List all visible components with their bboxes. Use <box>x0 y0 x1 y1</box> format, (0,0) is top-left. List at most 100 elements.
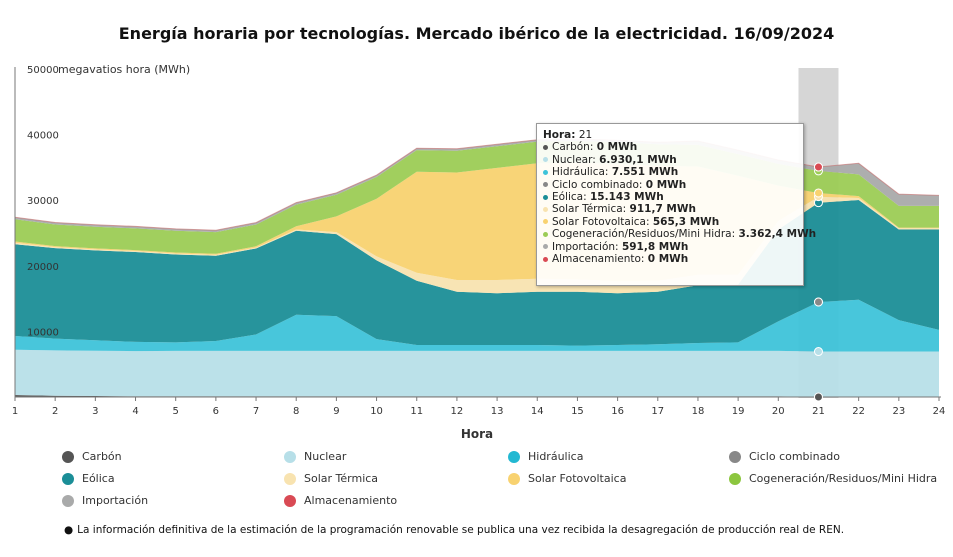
tooltip-row: Ciclo combinado: 0 MWh <box>543 179 797 191</box>
x-tick-label: 19 <box>732 406 745 417</box>
series-area-nuclear[interactable] <box>15 349 939 397</box>
legend-item[interactable]: Hidráulica <box>508 450 583 463</box>
legend-label: Cogeneración/Residuos/Mini Hidra <box>749 472 938 485</box>
legend-item[interactable]: Almacenamiento <box>284 494 397 507</box>
legend-swatch-icon <box>62 450 74 463</box>
series-area-cogeneracion-residuos-mini-hidra[interactable] <box>15 141 939 254</box>
hover-marker-ciclo-combinado <box>813 297 823 307</box>
tooltip-row: Cogeneración/Residuos/Mini Hidra: 3.362,… <box>543 228 816 241</box>
hover-marker-solar-fotovoltaica <box>813 188 823 198</box>
tooltip-bullet-icon <box>543 157 548 163</box>
tooltip-row: Solar Térmica: 911,7 MWh <box>543 203 797 215</box>
x-tick-label: 11 <box>410 406 423 417</box>
tooltip-bullet-icon <box>543 206 548 212</box>
legend-label: Eólica <box>82 472 115 485</box>
tooltip-row-value: 0 MWh <box>647 253 689 266</box>
tooltip-row: Almacenamiento: 0 MWh <box>543 253 797 265</box>
tooltip-row: Importación: 591,8 MWh <box>543 241 797 253</box>
tooltip-row-label: Solar Fotovoltaica: <box>552 215 653 228</box>
x-tick-label: 23 <box>892 406 905 417</box>
legend-swatch-icon <box>729 450 741 463</box>
legend-label: Solar Térmica <box>304 472 379 485</box>
legend-item[interactable]: Importación <box>62 494 148 507</box>
x-tick-label: 16 <box>611 406 624 417</box>
tooltip-row-label: Carbón: <box>552 141 597 154</box>
x-tick-label: 9 <box>333 406 339 417</box>
x-tick-label: 10 <box>370 406 383 417</box>
tooltip-bullet-icon <box>543 182 548 188</box>
x-axis-title: Hora <box>461 427 493 441</box>
tooltip-bullet-icon <box>543 219 548 225</box>
legend-swatch-icon <box>729 472 741 485</box>
footnote: ● La información definitiva de la estimac… <box>64 524 844 536</box>
legend-swatch-icon <box>62 472 74 485</box>
tooltip-row: Eólica: 15.143 MWh <box>543 191 797 203</box>
legend-item[interactable]: Solar Térmica <box>284 472 378 485</box>
tooltip-row-label: Solar Térmica: <box>552 203 630 216</box>
tooltip-row-value: 591,8 MWh <box>621 240 689 253</box>
tooltip-bullet-icon <box>543 194 548 200</box>
x-tick-label: 14 <box>531 406 544 417</box>
tooltip-row: Carbón: 0 MWh <box>543 141 797 153</box>
y-tick-label: 10000 <box>27 327 59 338</box>
legend-label: Almacenamiento <box>304 494 398 507</box>
legend-item[interactable]: Eólica <box>62 472 115 485</box>
legend-label: Carbón <box>82 450 122 463</box>
tooltip-bullet-icon <box>543 244 548 250</box>
legend-item[interactable]: Carbón <box>62 450 122 463</box>
series-area-eolica[interactable] <box>15 200 939 346</box>
x-tick-label: 3 <box>92 406 98 417</box>
tooltip-row-value: 6.930,1 MWh <box>599 153 677 166</box>
tooltip-row-value: 7.551 MWh <box>611 166 679 179</box>
tooltip-bullet-icon <box>543 169 548 175</box>
hover-marker-carbon <box>813 392 823 402</box>
tooltip-hour-value: 21 <box>578 129 593 141</box>
legend-swatch-icon <box>284 450 296 463</box>
legend-swatch-icon <box>508 472 520 485</box>
hover-tooltip: Hora: 21 Carbón: 0 MWh Nuclear: 6.930,1 M… <box>536 123 816 286</box>
x-tick-label: 15 <box>571 406 584 417</box>
x-tick-label: 13 <box>491 406 504 417</box>
x-tick-label: 22 <box>852 406 865 417</box>
legend-swatch-icon <box>284 494 296 507</box>
y-axis-unit-label: megavatios hora (MWh) <box>58 63 190 76</box>
legend-item[interactable]: Cogeneración/Residuos/Mini Hidra <box>729 472 937 485</box>
x-tick-label: 18 <box>692 406 705 417</box>
y-tick-label: 40000 <box>27 131 59 142</box>
tooltip-row-label: Cogeneración/Residuos/Mini Hidra: <box>552 228 739 241</box>
tooltip-row-label: Ciclo combinado: <box>552 178 646 191</box>
tooltip-row-value: 0 MWh <box>645 178 687 191</box>
footnote-text: La información definitiva de la estimaci… <box>77 524 845 536</box>
tooltip-row: Nuclear: 6.930,1 MWh <box>543 154 797 166</box>
tooltip-bullet-icon <box>543 256 548 262</box>
tooltip-row-value: 15.143 MWh <box>589 191 664 204</box>
legend-label: Ciclo combinado <box>749 450 841 463</box>
legend-swatch-icon <box>62 494 74 507</box>
x-tick-label: 21 <box>812 406 825 417</box>
x-tick-label: 6 <box>213 406 219 417</box>
tooltip-row: Hidráulica: 7.551 MWh <box>543 166 797 178</box>
legend-item[interactable]: Ciclo combinado <box>729 450 840 463</box>
tooltip-bullet-icon <box>543 231 548 237</box>
hover-marker-almacenamiento <box>813 162 823 172</box>
tooltip-row-label: Eólica: <box>552 191 590 204</box>
x-tick-label: 20 <box>772 406 785 417</box>
bullet-icon: ● <box>64 524 74 536</box>
tooltip-row-value: 0 MWh <box>596 141 638 154</box>
x-tick-label: 1 <box>12 406 18 417</box>
tooltip-row-label: Importación: <box>552 240 622 253</box>
hover-marker-nuclear <box>813 347 823 357</box>
y-tick-label: 20000 <box>27 262 59 273</box>
legend-label: Hidráulica <box>528 450 584 463</box>
x-tick-label: 8 <box>293 406 299 417</box>
x-tick-label: 2 <box>52 406 58 417</box>
tooltip-row-value: 911,7 MWh <box>629 203 696 216</box>
legend-swatch-icon <box>508 450 520 463</box>
legend-item[interactable]: Nuclear <box>284 450 346 463</box>
x-tick-label: 5 <box>173 406 179 417</box>
tooltip-row-value: 565,3 MWh <box>652 215 720 228</box>
y-tick-label: 30000 <box>27 196 59 207</box>
series-area-hidraulica[interactable] <box>15 299 939 352</box>
legend-item[interactable]: Solar Fotovoltaica <box>508 472 626 485</box>
